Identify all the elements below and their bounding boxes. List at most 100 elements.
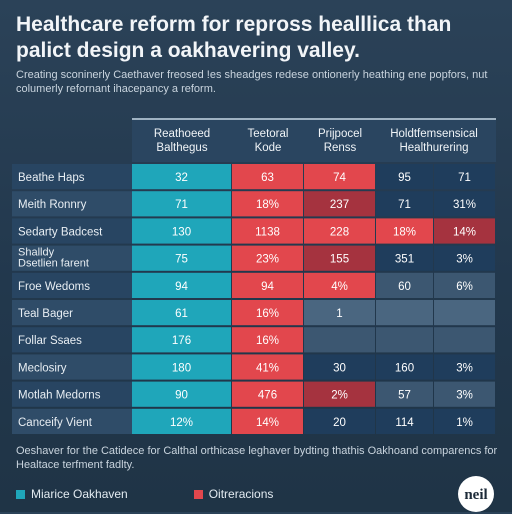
cell-bg-8-2 (304, 381, 375, 407)
cell-value-6-0: 176 (172, 335, 191, 347)
cell-bg-3-2 (304, 245, 375, 271)
cell-bg-1-3 (376, 191, 433, 217)
cell-value-0-4: 71 (458, 172, 471, 184)
legend-swatch-teal (16, 489, 25, 499)
cell-value-2-4: 14% (453, 226, 476, 238)
row-label-2: Sedarty Badcest (18, 226, 103, 238)
header-band (132, 118, 496, 162)
row-label-8: Motlah Medorns (18, 390, 101, 402)
cell-value-1-2: 237 (330, 199, 349, 211)
cell-bg-7-2 (304, 354, 375, 380)
cell-bg-0-4 (434, 164, 495, 190)
cell-bg-6-2 (304, 327, 375, 353)
cell-bg-9-2 (304, 408, 375, 434)
cell-bg-3-1 (232, 245, 303, 271)
column-header-3: Holdtfemsensical Healthurering (390, 128, 478, 154)
cell-value-3-0: 75 (175, 254, 188, 266)
legend: Miarice Oakhaven Oitreracions (16, 486, 329, 502)
cell-value-1-4: 31% (453, 199, 476, 211)
cell-value-2-3: 18% (393, 226, 416, 238)
cell-value-2-1: 1138 (255, 226, 280, 238)
cell-bg-1-1 (232, 191, 303, 217)
cell-bg-2-2 (304, 218, 375, 244)
cell-bg-0-0 (132, 164, 231, 190)
cell-value-8-0: 90 (175, 390, 188, 402)
cell-value-7-3: 160 (395, 362, 414, 374)
cell-value-4-3: 60 (398, 281, 411, 293)
cell-value-4-2: 4% (331, 281, 348, 293)
cell-bg-2-3 (376, 218, 433, 244)
row-label-bg-2 (12, 218, 132, 244)
cell-value-1-3: 71 (398, 199, 411, 211)
cell-value-0-3: 95 (398, 172, 411, 184)
cell-bg-7-4 (434, 354, 495, 380)
row-label-7: Meclosiry (18, 362, 67, 374)
row-label-bg-0 (12, 164, 132, 190)
cell-bg-1-4 (434, 191, 495, 217)
cell-bg-4-2 (304, 272, 375, 298)
chart-title: Healthcare reform for repross healllica … (16, 13, 452, 62)
row-label-bg-9 (12, 408, 132, 434)
cell-value-0-1: 63 (261, 172, 274, 184)
cell-value-8-2: 2% (331, 390, 348, 402)
cell-bg-0-3 (376, 164, 433, 190)
row-label-bg-7 (12, 354, 132, 380)
cell-value-8-4: 3% (456, 390, 473, 402)
cell-bg-4-0 (132, 272, 231, 298)
cell-value-9-3: 114 (395, 417, 414, 429)
legend-label-oakhaven: Miarice Oakhaven (31, 487, 128, 501)
cell-bg-2-4 (434, 218, 495, 244)
cell-bg-0-2 (304, 164, 375, 190)
row-label-5: Teal Bager (18, 308, 73, 320)
cell-value-7-2: 30 (333, 362, 346, 374)
column-header-1: Teetoral Kode (248, 128, 289, 154)
cell-value-9-1: 14% (256, 417, 279, 429)
cell-bg-4-1 (232, 272, 303, 298)
cell-value-5-0: 61 (175, 308, 188, 320)
row-label-bg-8 (12, 381, 132, 407)
cell-bg-1-0 (132, 191, 231, 217)
cell-value-6-1: 16% (256, 335, 279, 347)
cell-bg-8-3 (376, 381, 433, 407)
cell-value-2-0: 130 (172, 226, 191, 238)
cell-bg-5-1 (232, 300, 303, 326)
cell-value-3-2: 155 (330, 254, 349, 266)
column-header-2: Prijpocel Renss (318, 128, 362, 154)
header-rule (132, 118, 496, 120)
row-label-bg-4 (12, 272, 132, 298)
cell-value-3-3: 351 (395, 254, 414, 266)
cell-bg-6-3 (376, 327, 433, 353)
cell-value-3-4: 3% (456, 254, 473, 266)
row-label-4: Froe Wedoms (18, 281, 90, 293)
legend-item-oakhaven: Miarice Oakhaven (16, 487, 128, 501)
row-label-bg-3 (12, 245, 132, 271)
cell-bg-8-4 (434, 381, 495, 407)
cell-bg-9-0 (132, 408, 231, 434)
cell-value-5-2: 1 (336, 308, 342, 320)
cell-bg-5-0 (132, 300, 231, 326)
cell-bg-6-4 (434, 327, 495, 353)
column-header-0: Reathoeed Balthegus (154, 128, 210, 154)
row-label-9: Canceify Vient (18, 417, 93, 429)
cell-bg-9-1 (232, 408, 303, 434)
row-label-1: Meith Ronnry (18, 199, 87, 211)
cell-value-4-0: 94 (175, 281, 188, 293)
cell-value-0-0: 32 (175, 172, 188, 184)
cell-bg-8-0 (132, 381, 231, 407)
cell-bg-1-2 (304, 191, 375, 217)
cell-bg-8-1 (232, 381, 303, 407)
cell-bg-0-1 (232, 164, 303, 190)
cell-bg-7-0 (132, 354, 231, 380)
cell-value-3-1: 23% (256, 254, 279, 266)
cell-value-4-1: 94 (261, 281, 274, 293)
cell-value-7-1: 41% (256, 362, 279, 374)
cell-value-7-4: 3% (456, 362, 473, 374)
cell-value-8-1: 476 (258, 390, 277, 402)
cell-value-9-2: 20 (333, 417, 346, 429)
legend-label-other: Oitreracions (208, 487, 274, 501)
cell-bg-4-4 (434, 272, 495, 298)
cell-bg-4-3 (376, 272, 433, 298)
cell-bg-3-4 (434, 245, 495, 271)
cell-value-1-1: 18% (256, 199, 279, 211)
cell-bg-7-3 (376, 354, 433, 380)
